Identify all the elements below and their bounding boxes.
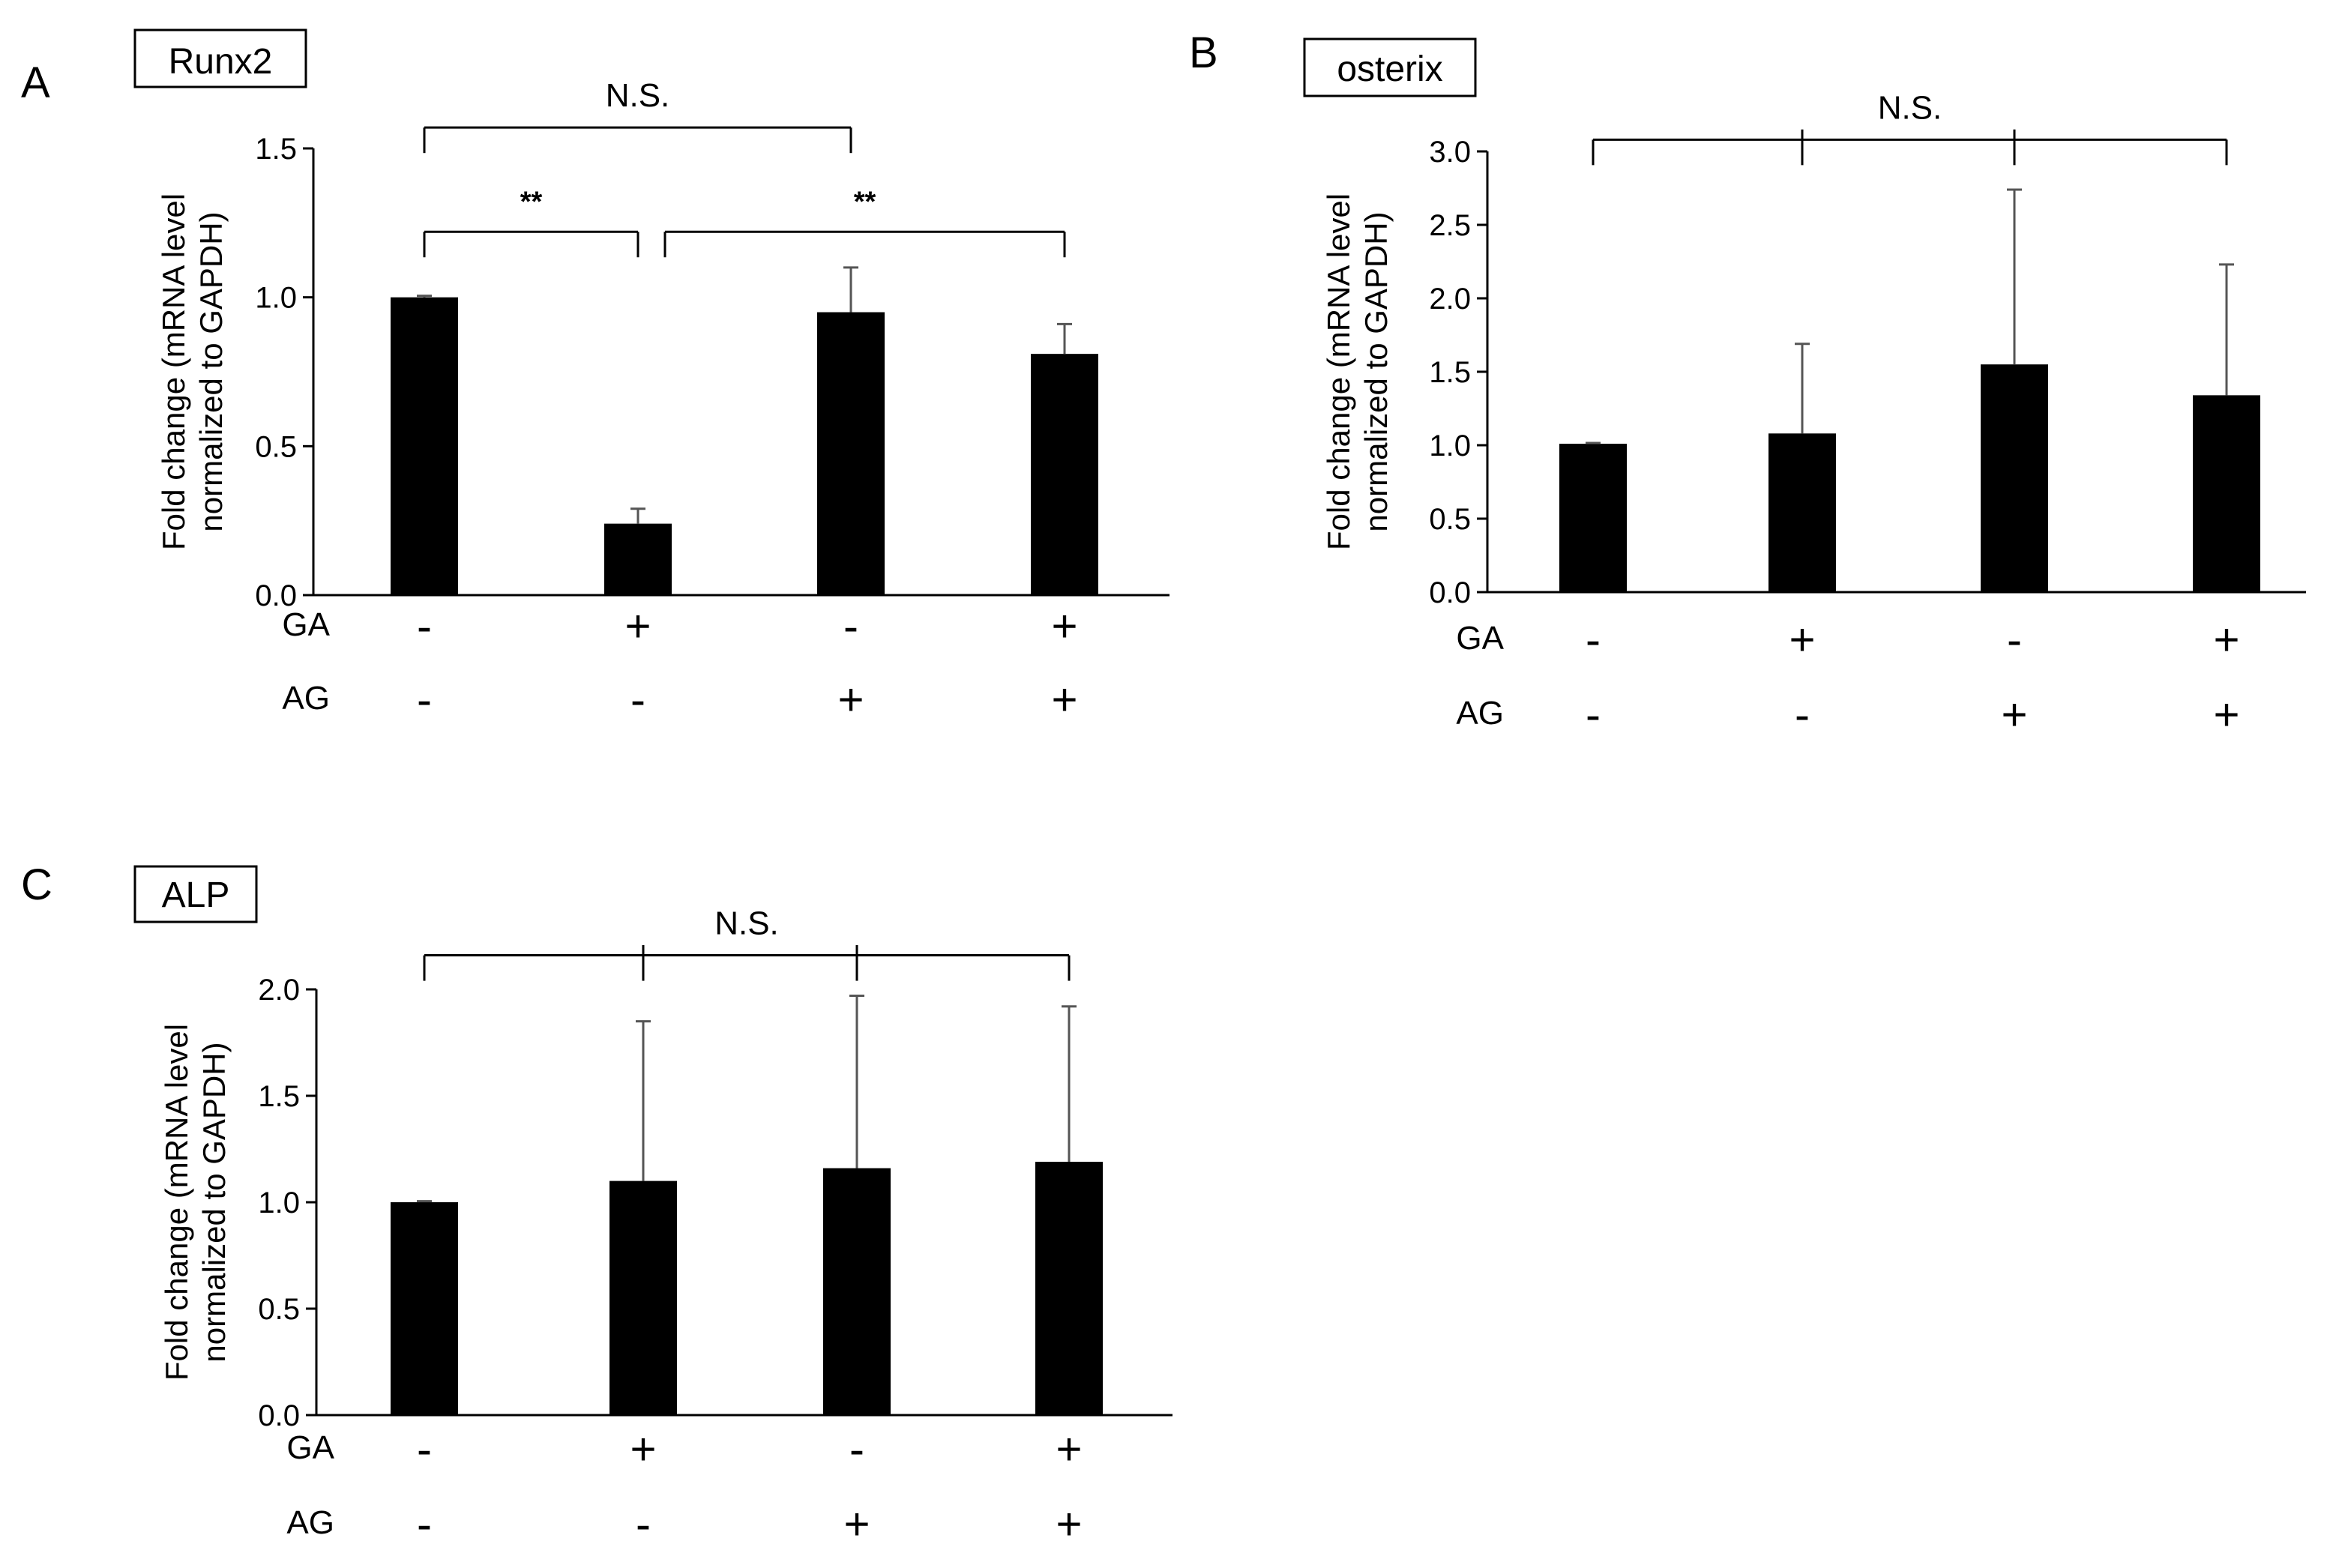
condition-ag-2: -	[636, 1499, 651, 1549]
row-label-ga: GA	[1456, 620, 1504, 657]
row-label-ga: GA	[282, 606, 330, 643]
y-tick-label: 1.0	[1429, 429, 1471, 462]
y-tick-label: 0.5	[255, 430, 297, 463]
gene-label-box	[133, 28, 307, 88]
significance-label: N.S.	[1878, 89, 1942, 126]
y-axis-title-line-1: Fold change (mRNA level	[1321, 193, 1356, 550]
y-tick-label: 0.5	[258, 1293, 300, 1326]
panel-c: C ALP Fold change (mRNA level normalized to…	[21, 860, 1172, 1549]
panel-letter: B	[1189, 28, 1218, 77]
gene-label: ALP	[162, 875, 230, 915]
condition-ga-2: +	[630, 1424, 656, 1474]
significance-label: **	[520, 186, 543, 217]
condition-ag-1: -	[417, 675, 432, 725]
y-tick-label: 0.0	[1429, 576, 1471, 609]
condition-ag-2: -	[1795, 690, 1810, 740]
significance-label: N.S.	[714, 905, 779, 942]
condition-ag-3: +	[843, 1499, 870, 1549]
y-tick-label: 1.5	[1429, 356, 1471, 389]
bar-1	[391, 1202, 458, 1415]
significance-bracket-1: N.S.	[1592, 89, 2228, 166]
significance-bracket-3: **	[663, 186, 1066, 258]
bar-1	[391, 297, 458, 595]
significance-bracket-1: N.S.	[423, 905, 1071, 981]
y-axis-title-line-2: normalized to GAPDH)	[196, 1042, 232, 1362]
y-axis-title-line-2: normalized to GAPDH)	[1358, 211, 1394, 531]
y-tick-label: 2.0	[1429, 283, 1471, 316]
condition-ga-4: +	[1056, 1424, 1082, 1474]
condition-ga-2: +	[1789, 615, 1815, 665]
row-label-ag: AG	[1456, 695, 1504, 732]
row-label-ga: GA	[286, 1429, 334, 1466]
gene-label-box	[1303, 37, 1477, 97]
bar-3	[817, 312, 885, 595]
bar-2	[1768, 433, 1836, 592]
condition-ga-4: +	[1051, 601, 1077, 651]
condition-ga-2: +	[624, 601, 651, 651]
significance-bracket-1: N.S.	[423, 77, 852, 154]
y-tick-label: 0.0	[255, 579, 297, 612]
y-axis-title: Fold change (mRNA level normalized to GAP…	[1321, 193, 1394, 550]
condition-ga-1: -	[417, 601, 432, 651]
panel-letter: C	[21, 860, 52, 909]
condition-ga-3: -	[849, 1424, 864, 1474]
y-tick-label: 1.0	[255, 282, 297, 315]
y-tick-label: 0.0	[258, 1399, 300, 1432]
gene-label-box	[133, 865, 258, 923]
condition-ag-1: -	[417, 1499, 432, 1549]
bar-2	[604, 523, 672, 595]
y-tick-label: 3.0	[1429, 136, 1471, 169]
condition-ga-3: -	[843, 601, 858, 651]
condition-ag-3: +	[837, 675, 864, 725]
y-tick-label: 1.5	[255, 133, 297, 166]
row-label-ag: AG	[282, 680, 330, 717]
row-label-ag: AG	[286, 1504, 334, 1541]
significance-label: N.S.	[606, 77, 670, 114]
gene-label: osterix	[1337, 49, 1442, 89]
condition-ag-3: +	[2001, 690, 2027, 740]
y-tick-label: 0.5	[1429, 503, 1471, 536]
significance-bracket-2: **	[423, 186, 639, 258]
condition-ga-1: -	[1586, 615, 1601, 665]
panel-a: A Runx2 Fold change (mRNA level normalized …	[21, 28, 1170, 725]
significance-label: **	[854, 186, 876, 217]
condition-ag-4: +	[1051, 675, 1077, 725]
bar-3	[823, 1168, 891, 1415]
bar-1	[1559, 444, 1627, 592]
bar-2	[609, 1180, 677, 1415]
y-tick-label: 1.5	[258, 1080, 300, 1113]
bar-4	[2193, 395, 2260, 592]
panel-letter: A	[21, 58, 50, 107]
y-axis-title: Fold change (mRNA level normalized to GAP…	[159, 1024, 232, 1381]
gene-label: Runx2	[169, 42, 273, 82]
condition-ag-1: -	[1586, 690, 1601, 740]
condition-ag-4: +	[1056, 1499, 1082, 1549]
bar-4	[1031, 354, 1098, 595]
condition-ga-4: +	[2213, 615, 2239, 665]
bar-4	[1035, 1162, 1103, 1415]
y-tick-label: 2.5	[1429, 209, 1471, 242]
condition-ag-2: -	[630, 675, 645, 725]
y-axis-title-line-2: normalized to GAPDH)	[193, 211, 229, 531]
condition-ag-4: +	[2213, 690, 2239, 740]
y-tick-label: 1.0	[258, 1186, 300, 1219]
y-axis-title-line-1: Fold change (mRNA level	[156, 193, 191, 550]
condition-ga-3: -	[2007, 615, 2022, 665]
y-axis-title: Fold change (mRNA level normalized to GAP…	[156, 193, 229, 550]
condition-ga-1: -	[417, 1424, 432, 1474]
y-tick-label: 2.0	[258, 974, 300, 1007]
y-axis-title-line-1: Fold change (mRNA level	[159, 1024, 194, 1381]
bar-3	[1981, 364, 2048, 592]
